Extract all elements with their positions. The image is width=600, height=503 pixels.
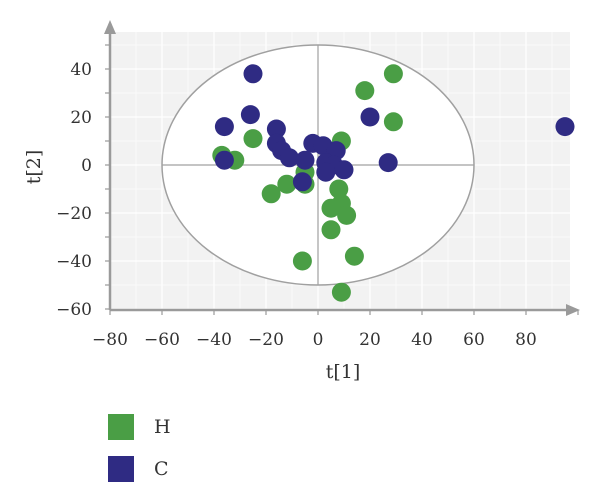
axes — [104, 20, 580, 316]
x-tick-label: 40 — [411, 330, 433, 350]
data-point-c — [295, 150, 315, 170]
x-axis-title: t[1] — [326, 361, 361, 383]
data-point-c — [240, 105, 260, 125]
x-tick-label: 20 — [359, 330, 381, 350]
data-point-h — [243, 129, 263, 149]
data-point-c — [334, 160, 354, 180]
y-tick-label: 40 — [70, 60, 92, 80]
data-point-c — [292, 172, 312, 192]
data-point-h — [329, 179, 349, 199]
legend-item-c: C — [108, 454, 171, 484]
y-tick-label: −60 — [56, 300, 92, 320]
data-points — [212, 64, 575, 302]
data-point-c — [243, 64, 263, 84]
legend-label-h: H — [154, 416, 171, 438]
data-point-c — [555, 117, 575, 137]
data-point-h — [383, 112, 403, 132]
data-point-c — [266, 119, 286, 139]
data-point-h — [321, 220, 341, 240]
data-point-c — [360, 107, 380, 127]
data-point-c — [378, 153, 398, 173]
x-tick-label: −40 — [196, 330, 232, 350]
y-tick-label: 0 — [81, 156, 92, 176]
data-point-c — [214, 117, 234, 137]
legend-swatch-h — [108, 414, 134, 440]
y-axis-arrow — [104, 20, 116, 34]
data-point-h — [344, 246, 364, 266]
x-tick-label: 80 — [515, 330, 537, 350]
x-tick-label: −20 — [248, 330, 284, 350]
y-tick-label: −20 — [56, 204, 92, 224]
x-tick-label: 60 — [463, 330, 485, 350]
data-point-h — [321, 198, 341, 218]
legend-label-c: C — [154, 458, 169, 480]
data-point-h — [383, 64, 403, 84]
data-point-h — [331, 282, 351, 302]
y-tick-label: 20 — [70, 108, 92, 128]
data-point-c — [279, 148, 299, 168]
data-point-c — [316, 162, 336, 182]
x-tick-label: −80 — [92, 330, 128, 350]
data-point-h — [261, 184, 281, 204]
y-axis-title: t[2] — [23, 150, 45, 185]
x-axis-arrow — [566, 304, 580, 316]
legend: H C — [108, 412, 171, 496]
legend-item-h: H — [108, 412, 171, 442]
data-point-h — [337, 205, 357, 225]
data-point-h — [292, 251, 312, 271]
data-point-h — [355, 81, 375, 101]
data-point-h — [277, 174, 297, 194]
x-tick-label: 0 — [313, 330, 324, 350]
legend-swatch-c — [108, 456, 134, 482]
x-tick-label: −60 — [144, 330, 180, 350]
data-point-c — [214, 150, 234, 170]
y-tick-label: −40 — [56, 252, 92, 272]
